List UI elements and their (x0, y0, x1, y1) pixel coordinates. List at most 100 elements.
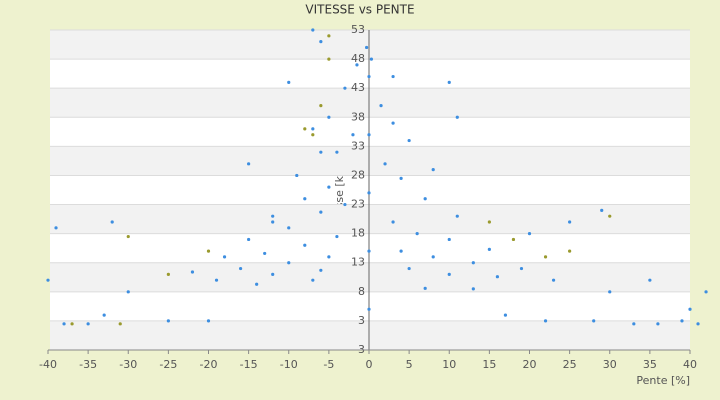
point (311, 133, 315, 137)
x-tick-label: 0 (366, 358, 373, 371)
x-tick-label: -5 (323, 358, 334, 371)
y-tick-label: 48 (351, 52, 365, 65)
point (543, 319, 548, 323)
y-tick-label: 53 (351, 23, 365, 36)
plot-area (50, 30, 690, 350)
point (511, 237, 516, 242)
point (367, 307, 371, 311)
x-tick-label: 15 (482, 358, 496, 371)
y-tick-label: 43 (351, 81, 365, 94)
point (447, 272, 451, 276)
point (335, 150, 339, 154)
grid-band (50, 146, 690, 176)
point (126, 290, 130, 294)
point (271, 220, 275, 224)
grid-band (50, 262, 690, 292)
x-tick-label: -35 (79, 358, 97, 371)
point (311, 278, 315, 282)
x-tick-label: 35 (643, 358, 657, 371)
point (190, 270, 195, 274)
point (327, 115, 331, 119)
point (399, 249, 403, 253)
point (527, 232, 532, 236)
point (688, 307, 692, 311)
point (327, 255, 331, 259)
point (319, 40, 323, 44)
point (303, 127, 307, 131)
point (351, 133, 355, 137)
point (415, 232, 419, 236)
grid-band (50, 30, 690, 60)
point (335, 234, 339, 239)
x-tick-label: 5 (406, 358, 413, 371)
point (70, 322, 74, 326)
x-tick-label: 20 (523, 358, 537, 371)
point (696, 322, 700, 326)
point (166, 319, 170, 323)
point (327, 185, 331, 189)
point (319, 150, 323, 154)
point (543, 255, 548, 259)
point (471, 287, 475, 291)
point (303, 197, 307, 201)
point (214, 278, 219, 282)
point (592, 319, 596, 323)
point (367, 74, 371, 79)
point (648, 278, 652, 282)
point (367, 133, 371, 137)
point (568, 220, 572, 224)
y-tick-label: 3 (358, 314, 365, 327)
point (367, 249, 371, 253)
point (369, 57, 374, 61)
point (319, 268, 323, 272)
point (102, 313, 106, 317)
y-tick-label: 13 (351, 256, 365, 269)
point (62, 322, 66, 326)
point (355, 63, 359, 67)
point (600, 208, 604, 212)
point (519, 266, 524, 271)
point (110, 220, 114, 224)
x-tick-label: -40 (39, 358, 57, 371)
point (423, 286, 427, 290)
point (568, 249, 572, 253)
x-tick-label: -30 (119, 358, 137, 371)
point (455, 115, 459, 119)
x-tick-label: -25 (159, 358, 177, 371)
point (126, 234, 130, 239)
point (487, 220, 491, 224)
x-tick-label: 10 (442, 358, 456, 371)
point (271, 272, 275, 276)
y-tick-label: 8 (358, 285, 365, 298)
point (222, 255, 227, 259)
point (327, 57, 331, 61)
x-tick-label: -10 (280, 358, 298, 371)
point (263, 251, 267, 256)
point (431, 168, 435, 172)
x-axis-title: Pente [%] (636, 374, 690, 387)
grid-band (50, 88, 690, 118)
point (343, 202, 347, 207)
point (455, 214, 459, 218)
point (391, 121, 395, 125)
point (295, 173, 299, 178)
point (327, 34, 331, 38)
point (608, 290, 612, 294)
point (632, 322, 636, 326)
point (656, 322, 660, 326)
point (271, 214, 275, 218)
y-tick-label: 28 (351, 168, 365, 181)
point (287, 261, 291, 265)
point (431, 255, 435, 259)
point (608, 214, 612, 218)
point (447, 237, 451, 242)
point (287, 226, 291, 230)
point (704, 290, 708, 294)
point (471, 261, 475, 265)
point (399, 176, 403, 180)
point (407, 266, 411, 271)
point (255, 282, 259, 286)
x-tick-label: 30 (603, 358, 617, 371)
point (319, 104, 323, 108)
chart-title: VITESSE vs PENTE (305, 3, 414, 17)
